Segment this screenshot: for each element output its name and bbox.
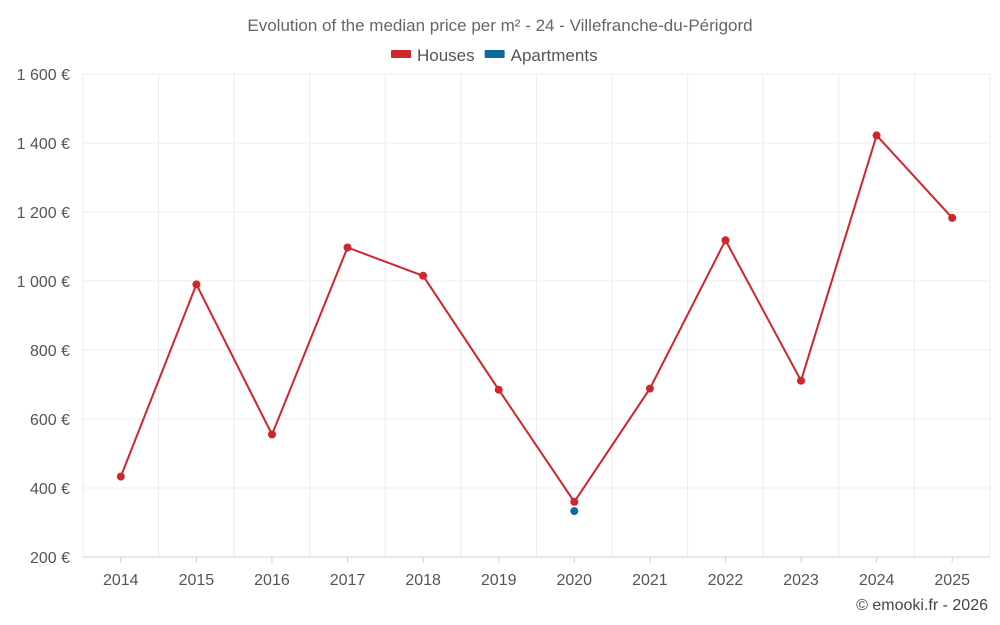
data-point-houses (645, 384, 654, 393)
data-point-houses (494, 385, 503, 394)
series-line-houses (119, 133, 953, 504)
data-point-houses (343, 243, 352, 252)
data-point-houses (268, 430, 276, 439)
grid-lines (82, 73, 991, 558)
y-tick-label: 800 € (30, 343, 70, 360)
legend: Houses Apartments (391, 46, 598, 65)
x-tick-label: 2025 (934, 572, 970, 589)
series-layer (116, 131, 957, 516)
credit-text: © emooki.fr - 2026 (856, 597, 988, 614)
x-axis: 2014 2015 2016 2017 2018 2019 2020 2021 2022 2023… (83, 556, 990, 589)
data-point-apartments (570, 507, 579, 516)
data-point-houses (872, 131, 881, 140)
chart-title: Evolution of the median price per m² - 2… (247, 16, 752, 35)
x-tick-label: 2020 (556, 572, 592, 589)
x-tick-label: 2016 (254, 572, 290, 589)
x-tick-label: 2023 (783, 572, 819, 589)
legend-label: Houses (417, 46, 475, 65)
x-tick-label: 2024 (859, 572, 895, 589)
y-tick-label: 200 € (30, 550, 70, 567)
y-tick-label: 1 400 € (17, 136, 70, 153)
data-point-houses (192, 280, 201, 289)
legend-item-apartments: Apartments (484, 46, 598, 65)
legend-item-houses: Houses (391, 46, 475, 65)
x-tick-label: 2019 (481, 572, 517, 589)
x-tick-label: 2017 (330, 572, 366, 589)
y-tick-label: 1 200 € (17, 205, 70, 222)
legend-label: Apartments (511, 46, 598, 65)
x-tick-label: 2015 (179, 572, 215, 589)
y-tick-label: 600 € (30, 412, 70, 429)
data-point-houses (948, 213, 957, 222)
y-tick-label: 1 600 € (17, 67, 70, 84)
x-tick-label: 2022 (708, 572, 744, 589)
data-point-houses (721, 236, 730, 245)
legend-swatch (391, 50, 411, 58)
data-point-houses (419, 271, 428, 280)
y-tick-label: 1 000 € (17, 274, 70, 291)
legend-swatch (484, 50, 505, 58)
data-point-houses (570, 497, 579, 506)
x-tick-label: 2018 (405, 572, 441, 589)
y-tick-label: 400 € (30, 481, 70, 498)
x-tick-label: 2014 (103, 572, 139, 589)
y-axis: 200 € 400 € 600 € 800 € 1 000 € 1 200 € 1 400 … (17, 67, 70, 567)
x-tick-label: 2021 (632, 572, 668, 589)
data-point-houses (116, 472, 125, 481)
data-point-houses (797, 376, 805, 385)
